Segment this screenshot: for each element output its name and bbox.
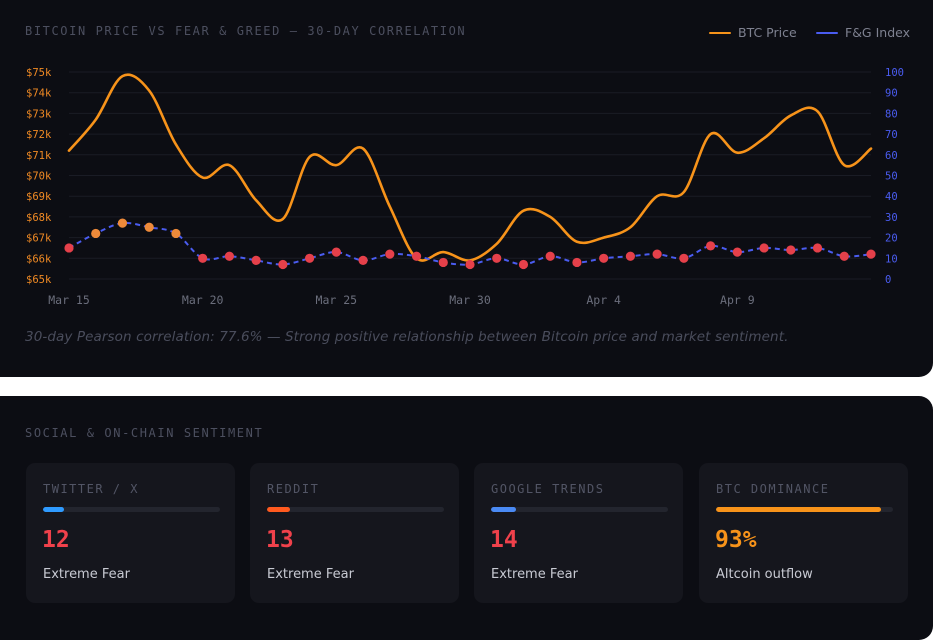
y-left-tick-label: $68k — [26, 212, 52, 224]
y-right-tick-label: 60 — [885, 150, 898, 162]
fg-index-point — [224, 251, 234, 261]
card-value: 14 — [490, 527, 518, 553]
y-right-tick-label: 80 — [885, 108, 898, 120]
legend-btc-price[interactable]: BTC Price — [709, 25, 797, 40]
card-progress-track — [43, 507, 220, 512]
fg-index-point — [385, 249, 395, 259]
fg-index-point — [866, 249, 876, 259]
y-left-tick-label: $73k — [26, 108, 52, 120]
chart-panel — [0, 0, 933, 377]
card-label: REDDIT — [267, 482, 320, 496]
y-left-tick-label: $74k — [26, 88, 52, 100]
card-label: BTC DOMINANCE — [716, 482, 830, 496]
fg-index-point — [144, 222, 154, 232]
fg-index-point — [706, 241, 716, 251]
fg-index-point — [198, 253, 208, 263]
legend-fg-label: F&G Index — [845, 25, 911, 40]
y-left-tick-label: $65k — [26, 274, 52, 286]
fg-index-point — [171, 228, 181, 239]
fg-index-point — [411, 251, 422, 261]
fg-index-point — [839, 251, 849, 261]
y-left-tick-label: $66k — [26, 253, 52, 265]
card-status: Extreme Fear — [43, 567, 130, 582]
card-label: GOOGLE TRENDS — [491, 482, 605, 496]
sentiment-card-google-trends[interactable]: GOOGLE TRENDS 14 Extreme Fear — [474, 463, 683, 603]
y-right-tick-label: 40 — [885, 191, 898, 203]
fg-index-point — [251, 255, 261, 265]
legend-btc-swatch — [709, 31, 731, 34]
x-tick-label: Apr 9 — [720, 293, 755, 307]
fg-index-point — [492, 253, 502, 263]
sentiment-card-reddit[interactable]: REDDIT 13 Extreme Fear — [250, 463, 459, 603]
legend-fg-swatch — [816, 31, 838, 34]
fg-index-point — [786, 245, 796, 255]
y-right-tick-label: 10 — [885, 253, 898, 265]
sentiment-card-btc-dominance[interactable]: BTC DOMINANCE 93% Altcoin outflow — [699, 463, 908, 603]
fg-index-point — [679, 253, 689, 263]
y-left-tick-label: $70k — [26, 171, 52, 183]
x-tick-label: Apr 4 — [586, 293, 621, 307]
fg-index-point — [64, 243, 74, 253]
y-left-tick-label: $71k — [26, 150, 52, 162]
legend-btc-label: BTC Price — [738, 25, 797, 40]
y-right-tick-label: 0 — [885, 274, 891, 286]
fg-index-point — [465, 259, 475, 270]
card-value: 93% — [715, 527, 757, 553]
card-progress-fill — [43, 507, 65, 512]
y-left-tick-label: $75k — [26, 67, 52, 79]
btc-price-line — [67, 73, 873, 262]
card-status: Altcoin outflow — [716, 567, 813, 582]
fg-index-point — [117, 218, 128, 228]
x-tick-label: Mar 15 — [48, 293, 90, 307]
fg-index-point — [732, 247, 742, 257]
card-value: 13 — [266, 527, 294, 553]
card-progress-fill — [267, 507, 290, 512]
chart-title: BITCOIN PRICE VS FEAR & GREED — 30-DAY C… — [25, 24, 467, 38]
fg-index-point — [331, 247, 341, 257]
fg-index-point — [278, 259, 288, 270]
fg-index-point — [518, 259, 529, 270]
correlation-note: 30-day Pearson correlation: 77.6% — Stro… — [25, 329, 789, 345]
fg-index-point — [545, 251, 555, 261]
card-progress-track — [716, 507, 893, 512]
fg-index-point — [652, 249, 662, 259]
x-tick-label: Mar 30 — [449, 293, 491, 307]
fg-index-point — [759, 243, 769, 253]
card-progress-fill — [491, 507, 516, 512]
legend-fg-index[interactable]: F&G Index — [816, 25, 910, 40]
card-label: TWITTER / X — [43, 482, 139, 496]
social-section-title: SOCIAL & ON-CHAIN SENTIMENT — [25, 426, 264, 440]
fg-index-point — [599, 253, 609, 263]
card-progress-track — [267, 507, 444, 512]
y-left-tick-label: $69k — [26, 191, 52, 203]
y-right-tick-label: 90 — [885, 88, 898, 100]
card-progress-track — [491, 507, 668, 512]
fg-index-point — [812, 243, 823, 253]
x-tick-label: Mar 20 — [182, 293, 224, 307]
y-left-tick-label: $67k — [26, 233, 52, 245]
y-right-tick-label: 30 — [885, 212, 898, 224]
y-right-tick-label: 100 — [885, 67, 904, 79]
y-right-tick-label: 50 — [885, 171, 898, 183]
fg-index-point — [358, 255, 368, 265]
fg-index-point — [625, 251, 636, 261]
card-status: Extreme Fear — [267, 567, 354, 582]
x-tick-label: Mar 25 — [316, 293, 358, 307]
card-value: 12 — [42, 527, 70, 553]
y-right-tick-label: 70 — [885, 129, 898, 141]
fg-index-point — [305, 253, 315, 263]
sentiment-card-twitter[interactable]: TWITTER / X 12 Extreme Fear — [26, 463, 235, 603]
card-status: Extreme Fear — [491, 567, 578, 582]
y-right-tick-label: 20 — [885, 233, 898, 245]
fg-index-point — [91, 228, 101, 239]
fg-index-point — [572, 257, 582, 268]
fg-index-point — [438, 257, 448, 268]
correlation-chart: $65k $66k $67k $68k $69k $70k $71k $72k $73k $74k… — [26, 67, 904, 307]
y-left-tick-label: $72k — [26, 129, 52, 141]
card-progress-fill — [716, 507, 881, 512]
